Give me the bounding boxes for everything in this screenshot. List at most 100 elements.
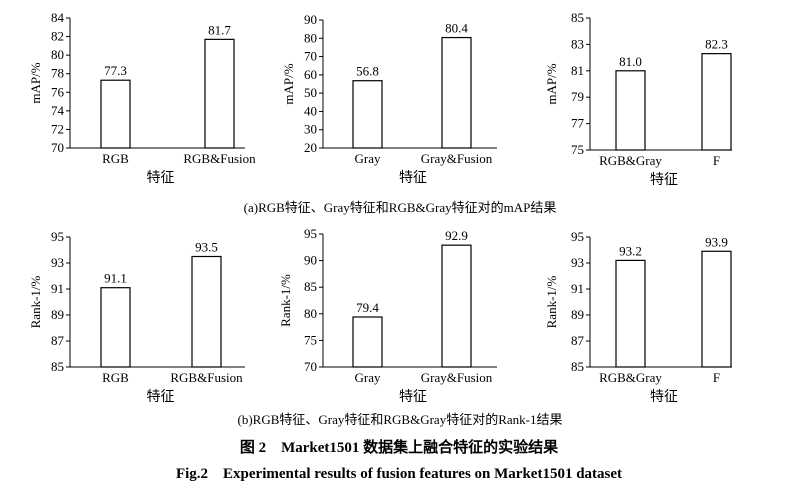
chart-panel-4: 85 87 89 91 93 95 Rank-1/% 91.1 RGB 93.5 RGB&Fusio… — [28, 229, 245, 405]
y-tick-label: 91 — [51, 281, 64, 296]
figure-caption-cn: 图 2 Market1501 数据集上融合特征的实验结果 — [240, 438, 559, 456]
y-tick-label: 87 — [571, 333, 585, 348]
y-tick-label: 82 — [51, 29, 64, 44]
y-tick-label: 87 — [51, 333, 65, 348]
y-tick-label: 74 — [51, 103, 65, 118]
y-tick-label: 79 — [571, 89, 584, 104]
bar-RGB&Fusion — [204, 38, 235, 149]
x-tick-label: Gray&Fusion — [421, 151, 493, 166]
y-tick-label: 89 — [51, 307, 64, 322]
data-label: 91.1 — [104, 271, 127, 286]
x-axis-label: 特征 — [650, 172, 678, 188]
y-axis-label: mAP/% — [281, 63, 296, 104]
y-tick-label: 95 — [51, 229, 64, 244]
bar-RGB&Gray — [615, 70, 646, 151]
y-tick-label: 30 — [304, 122, 317, 137]
y-axis-label: Rank-1/% — [278, 274, 293, 327]
x-axis-label: 特征 — [650, 389, 678, 405]
x-tick-label: RGB — [102, 151, 129, 166]
x-tick-label: RGB&Fusion — [183, 151, 256, 166]
bar-RGB&Fusion — [191, 255, 222, 368]
y-tick-label: 70 — [51, 140, 64, 155]
y-tick-label: 81 — [571, 63, 584, 78]
figure-caption-en: Fig.2 Experimental results of fusion fea… — [176, 466, 622, 482]
y-tick-label: 91 — [571, 281, 584, 296]
x-tick-label: RGB&Gray — [599, 153, 662, 168]
y-tick-label: 75 — [571, 142, 584, 157]
data-label: 81.0 — [619, 54, 642, 69]
x-tick-label: Gray — [355, 370, 381, 385]
y-tick-label: 72 — [51, 121, 64, 136]
bar-F — [701, 53, 732, 151]
y-axis-label: mAP/% — [28, 62, 43, 103]
data-label: 79.4 — [356, 300, 379, 315]
x-tick-label: Gray&Fusion — [421, 370, 493, 385]
bar-Gray — [352, 80, 383, 149]
y-tick-label: 90 — [304, 253, 317, 268]
y-tick-label: 89 — [571, 307, 584, 322]
y-tick-label: 20 — [304, 140, 317, 155]
subcaption-b: (b)RGB特征、Gray特征和RGB&Gray特征对的Rank-1结果 — [238, 412, 563, 427]
y-tick-label: 95 — [304, 226, 317, 241]
chart-panel-5: 70 75 80 85 90 95 Rank-1/% 79.4 Gray 92.9 Gray&Fus… — [278, 226, 497, 405]
y-tick-label: 77 — [571, 116, 585, 131]
data-label: 81.7 — [208, 22, 231, 37]
chart-panel-6: 85 87 89 91 93 95 Rank-1/% 93.2 RGB&Gray 93.9 F 特征 — [544, 229, 732, 405]
x-axis-label: 特征 — [147, 389, 175, 405]
chart-panel-3: 75 77 79 81 83 85 mAP/% 81.0 RGB&Gray 82.3 F 特征 — [544, 10, 732, 188]
x-tick-label: Gray — [355, 151, 381, 166]
bar-RGB — [100, 79, 131, 149]
y-tick-label: 50 — [304, 85, 317, 100]
data-label: 93.5 — [195, 240, 218, 255]
y-tick-label: 85 — [571, 359, 584, 374]
y-axis-label: mAP/% — [544, 63, 559, 104]
y-tick-label: 60 — [304, 67, 317, 82]
y-tick-label: 95 — [571, 229, 584, 244]
y-tick-label: 76 — [51, 84, 65, 99]
chart-panel-1: 70 72 74 76 78 80 82 84 mAP/% 77.3 RGB 81.7 RGB&Fusi… — [28, 10, 256, 186]
y-tick-label: 85 — [571, 10, 584, 25]
bar-RGB&Gray — [615, 259, 646, 368]
y-tick-label: 85 — [304, 279, 317, 294]
y-tick-label: 80 — [304, 306, 317, 321]
bar-Gray&Fusion — [441, 244, 472, 368]
y-axis-label: Rank-1/% — [544, 275, 559, 328]
x-tick-label: RGB&Fusion — [170, 370, 243, 385]
subcaption-a: (a)RGB特征、Gray特征和RGB&Gray特征对的mAP结果 — [244, 200, 557, 215]
data-label: 93.2 — [619, 243, 642, 258]
data-label: 77.3 — [104, 63, 127, 78]
y-tick-label: 75 — [304, 332, 317, 347]
x-axis-label: 特征 — [399, 389, 427, 405]
bar-Gray — [352, 316, 383, 368]
x-axis-label: 特征 — [399, 170, 427, 186]
bar-Gray&Fusion — [441, 36, 472, 149]
y-tick-label: 90 — [304, 12, 317, 27]
y-tick-label: 80 — [304, 30, 317, 45]
y-tick-label: 78 — [51, 66, 64, 81]
data-label: 82.3 — [705, 37, 728, 52]
y-tick-label: 93 — [51, 255, 64, 270]
y-tick-label: 84 — [51, 10, 65, 25]
bar-F — [701, 250, 732, 368]
x-tick-label: RGB — [102, 370, 129, 385]
chart-panel-2: 20 30 40 50 60 70 80 90 mAP/% 56.8 Gray 80.4 Gray&Fu… — [281, 12, 497, 186]
data-label: 80.4 — [445, 21, 468, 36]
data-label: 93.9 — [705, 234, 728, 249]
x-tick-label: F — [713, 153, 720, 168]
y-tick-label: 80 — [51, 47, 64, 62]
data-label: 56.8 — [356, 64, 379, 79]
x-tick-label: F — [713, 370, 720, 385]
y-tick-label: 70 — [304, 49, 317, 64]
y-tick-label: 83 — [571, 36, 584, 51]
y-axis-label: Rank-1/% — [28, 275, 43, 328]
x-tick-label: RGB&Gray — [599, 370, 662, 385]
y-tick-label: 70 — [304, 359, 317, 374]
y-tick-label: 85 — [51, 359, 64, 374]
y-tick-label: 40 — [304, 103, 317, 118]
data-label: 92.9 — [445, 228, 468, 243]
charts-group: 70 72 74 76 78 80 82 84 mAP/% 77.3 RGB 81.7 RGB&Fusi… — [28, 10, 732, 405]
x-axis-label: 特征 — [147, 170, 175, 186]
bar-RGB — [100, 287, 131, 368]
y-tick-label: 93 — [571, 255, 584, 270]
